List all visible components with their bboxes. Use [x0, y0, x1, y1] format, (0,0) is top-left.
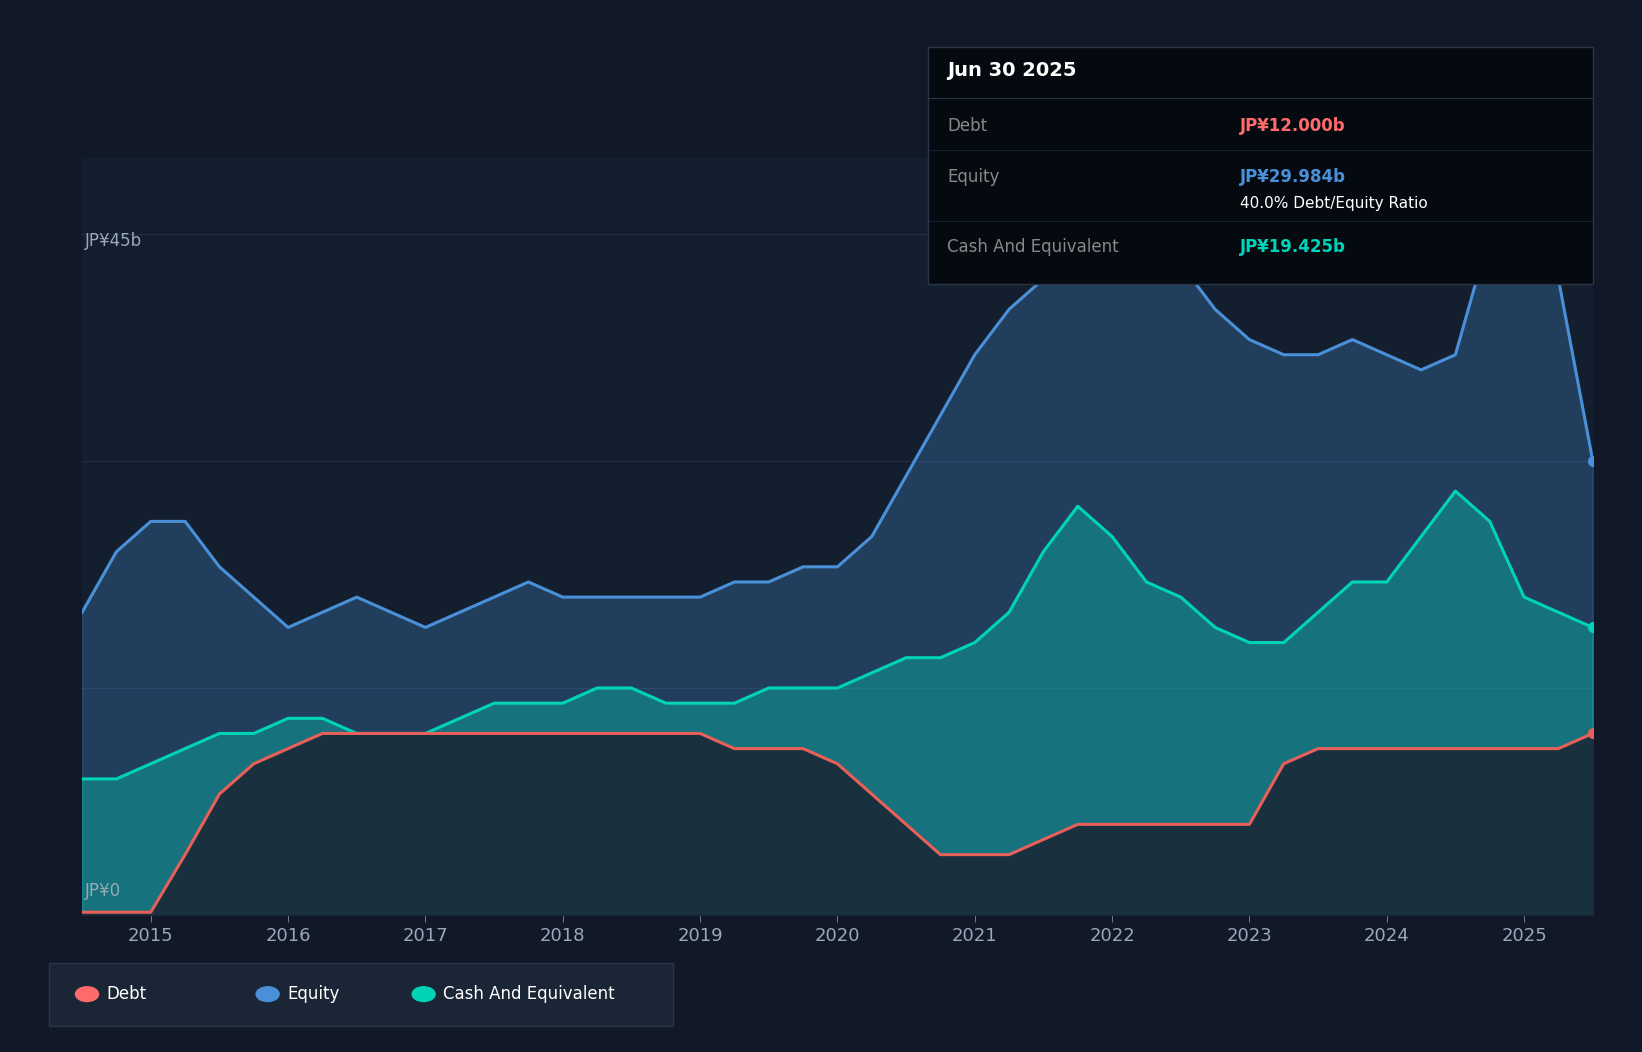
- Text: JP¥29.984b: JP¥29.984b: [1240, 167, 1346, 186]
- Text: Equity: Equity: [947, 167, 1000, 186]
- Text: JP¥0: JP¥0: [85, 882, 122, 901]
- Text: Cash And Equivalent: Cash And Equivalent: [947, 238, 1120, 257]
- Text: JP¥12.000b: JP¥12.000b: [1240, 117, 1345, 136]
- Text: Debt: Debt: [107, 985, 146, 1004]
- Text: Equity: Equity: [287, 985, 340, 1004]
- Text: 40.0% Debt/Equity Ratio: 40.0% Debt/Equity Ratio: [1240, 196, 1427, 210]
- Text: Jun 30 2025: Jun 30 2025: [947, 61, 1077, 80]
- Text: JP¥45b: JP¥45b: [85, 232, 143, 250]
- Text: JP¥19.425b: JP¥19.425b: [1240, 238, 1345, 257]
- Text: Cash And Equivalent: Cash And Equivalent: [443, 985, 616, 1004]
- Text: Debt: Debt: [947, 117, 987, 136]
